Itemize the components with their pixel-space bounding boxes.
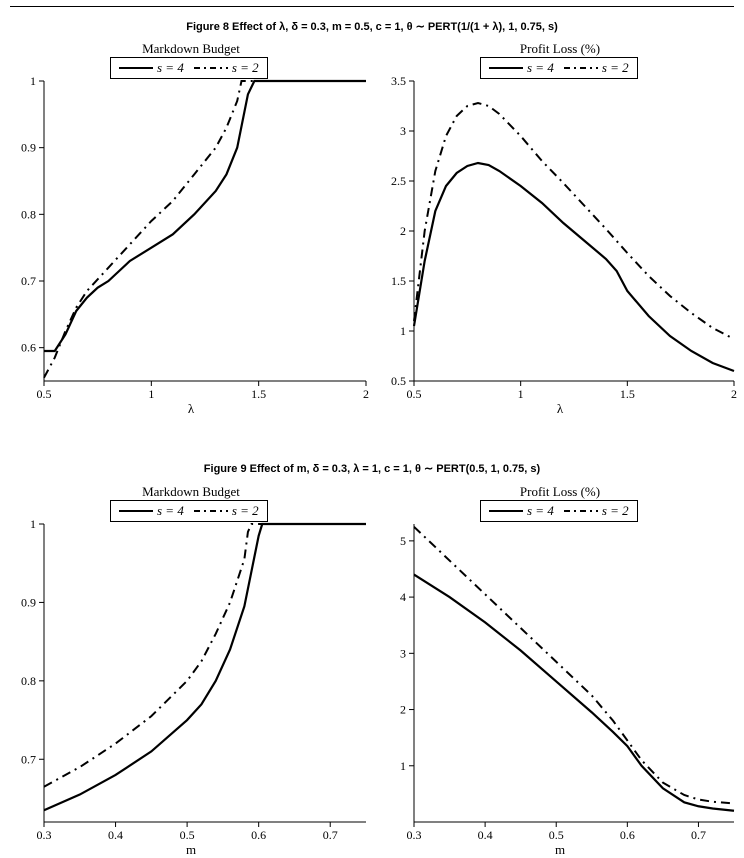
legend-item-s2: s = 2: [194, 60, 259, 76]
svg-text:0.4: 0.4: [478, 828, 493, 842]
svg-text:0.7: 0.7: [323, 828, 338, 842]
svg-text:2: 2: [363, 387, 369, 401]
fig8-left-subtitle: Markdown Budget: [10, 41, 372, 57]
svg-text:1: 1: [30, 517, 36, 531]
svg-text:1.5: 1.5: [391, 274, 406, 288]
svg-text:1: 1: [518, 387, 524, 401]
svg-text:0.6: 0.6: [620, 828, 635, 842]
fig9-right-subtitle: Profit Loss (%): [380, 484, 740, 500]
svg-text:0.6: 0.6: [251, 828, 266, 842]
legend-item-s2: s = 2: [564, 60, 629, 76]
fig9-right-xlabel: m: [380, 842, 740, 858]
svg-text:0.5: 0.5: [37, 387, 52, 401]
legend-label-s2: s = 2: [232, 60, 259, 76]
fig9-right-legend: s = 4 s = 2: [480, 500, 638, 522]
legend-item-s2: s = 2: [194, 503, 259, 519]
legend-item-s4: s = 4: [489, 60, 554, 76]
svg-text:0.7: 0.7: [691, 828, 706, 842]
svg-text:0.3: 0.3: [37, 828, 52, 842]
svg-text:1: 1: [400, 324, 406, 338]
fig8-right-xlabel: λ: [380, 401, 740, 417]
svg-text:2: 2: [400, 703, 406, 717]
fig8-right-chart: 0.5 1 1.5 2 0.5 1 1.5 2 2.5 3 3.5: [380, 35, 740, 415]
svg-text:2: 2: [400, 224, 406, 238]
fig8-left-xlabel: λ: [10, 401, 372, 417]
page-rule: [10, 6, 734, 7]
svg-text:0.5: 0.5: [180, 828, 195, 842]
legend-swatch-solid: [119, 67, 153, 69]
legend-swatch-dashdot: [564, 67, 598, 69]
legend-swatch-solid: [489, 510, 523, 512]
svg-text:0.8: 0.8: [21, 674, 36, 688]
legend-swatch-dashdot: [194, 510, 228, 512]
fig9-left-panel: Markdown Budget s = 4 s = 2 0.3 0.4 0.5 0.6…: [10, 478, 372, 856]
fig9-right-chart: 0.3 0.4 0.5 0.6 0.7 1 2 3 4 5: [380, 478, 740, 856]
legend-swatch-dashdot: [564, 510, 598, 512]
fig9-left-legend: s = 4 s = 2: [110, 500, 268, 522]
legend-item-s2: s = 2: [564, 503, 629, 519]
legend-label-s2: s = 2: [602, 60, 629, 76]
fig9-left-xlabel: m: [10, 842, 372, 858]
legend-label-s4: s = 4: [527, 60, 554, 76]
fig8-right-legend: s = 4 s = 2: [480, 57, 638, 79]
svg-text:0.7: 0.7: [21, 274, 36, 288]
svg-text:4: 4: [400, 590, 406, 604]
svg-text:1: 1: [30, 74, 36, 88]
fig9-left-chart: 0.3 0.4 0.5 0.6 0.7 0.7 0.8 0.9 1: [10, 478, 372, 856]
legend-label-s4: s = 4: [527, 503, 554, 519]
svg-text:0.5: 0.5: [391, 374, 406, 388]
svg-text:1: 1: [400, 759, 406, 773]
figure8-title: Figure 8 Effect of λ, δ = 0.3, m = 0.5, …: [0, 20, 744, 33]
fig8-right-subtitle: Profit Loss (%): [380, 41, 740, 57]
figure9-title: Figure 9 Effect of m, δ = 0.3, λ = 1, c …: [0, 462, 744, 475]
svg-text:2: 2: [731, 387, 737, 401]
svg-text:0.5: 0.5: [549, 828, 564, 842]
svg-text:0.8: 0.8: [21, 207, 36, 221]
legend-item-s4: s = 4: [119, 60, 184, 76]
svg-text:1.5: 1.5: [620, 387, 635, 401]
svg-text:3.5: 3.5: [391, 74, 406, 88]
fig9-right-panel: Profit Loss (%) s = 4 s = 2 0.3 0.4 0.5 0.6…: [380, 478, 740, 856]
legend-label-s4: s = 4: [157, 503, 184, 519]
legend-item-s4: s = 4: [119, 503, 184, 519]
fig8-right-panel: Profit Loss (%) s = 4 s = 2 0.5 1 1.5 2 0.5 1…: [380, 35, 740, 415]
legend-swatch-solid: [119, 510, 153, 512]
legend-label-s2: s = 2: [232, 503, 259, 519]
svg-text:2.5: 2.5: [391, 174, 406, 188]
svg-text:0.5: 0.5: [407, 387, 422, 401]
fig8-left-chart: 0.5 1 1.5 2 0.6 0.7 0.8 0.9 1: [10, 35, 372, 415]
svg-text:5: 5: [400, 534, 406, 548]
svg-text:0.3: 0.3: [407, 828, 422, 842]
svg-text:0.4: 0.4: [108, 828, 123, 842]
fig9-left-subtitle: Markdown Budget: [10, 484, 372, 500]
legend-item-s4: s = 4: [489, 503, 554, 519]
legend-swatch-dashdot: [194, 67, 228, 69]
legend-label-s4: s = 4: [157, 60, 184, 76]
svg-text:0.6: 0.6: [21, 341, 36, 355]
svg-text:0.9: 0.9: [21, 595, 36, 609]
legend-swatch-solid: [489, 67, 523, 69]
svg-text:1: 1: [148, 387, 154, 401]
svg-text:0.9: 0.9: [21, 141, 36, 155]
svg-text:0.7: 0.7: [21, 752, 36, 766]
fig8-left-panel: Markdown Budget s = 4 s = 2 0.511.520.60…: [10, 35, 372, 415]
svg-text:3: 3: [400, 646, 406, 660]
legend-label-s2: s = 2: [602, 503, 629, 519]
svg-text:1.5: 1.5: [251, 387, 266, 401]
fig8-left-legend: s = 4 s = 2: [110, 57, 268, 79]
svg-text:3: 3: [400, 124, 406, 138]
